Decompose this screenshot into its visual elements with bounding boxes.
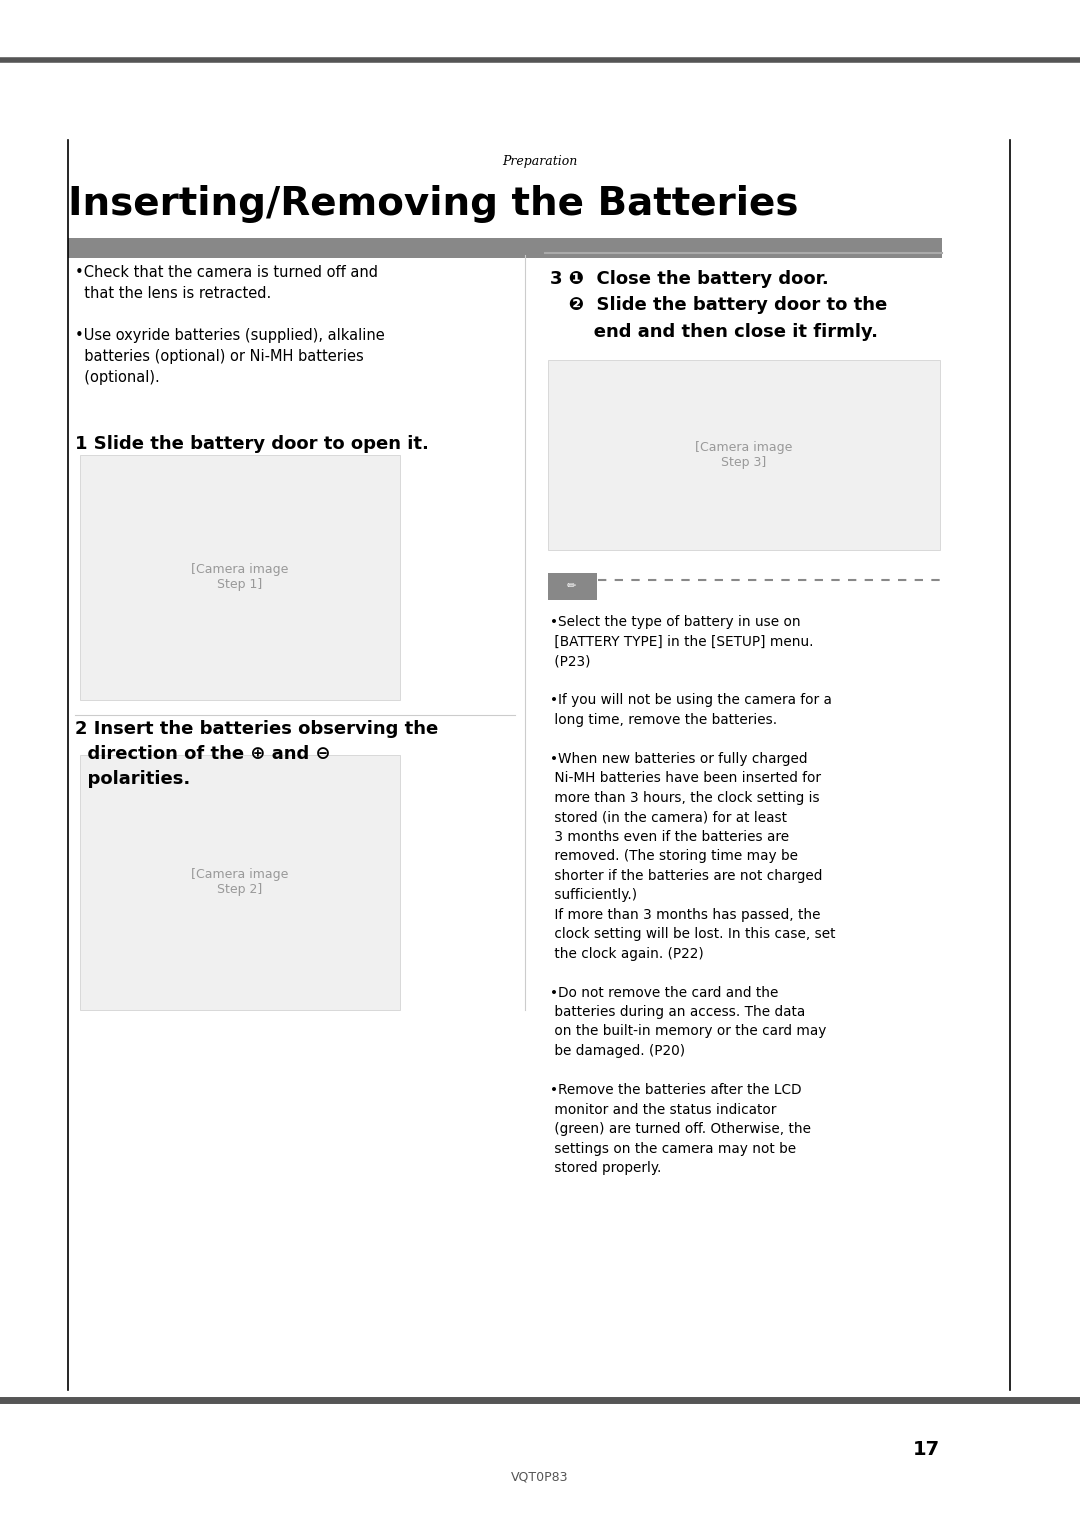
Text: 2 Insert the batteries observing the
  direction of the ⊕ and ⊖
  polarities.: 2 Insert the batteries observing the dir… (75, 720, 438, 787)
Text: [Camera image
Step 2]: [Camera image Step 2] (191, 868, 288, 896)
Text: •Check that the camera is turned off and
  that the lens is retracted.

•Use oxy: •Check that the camera is turned off and… (75, 266, 384, 385)
FancyBboxPatch shape (80, 455, 400, 700)
FancyBboxPatch shape (548, 360, 940, 549)
Text: Inserting/Removing the Batteries: Inserting/Removing the Batteries (68, 185, 798, 223)
Text: VQT0P83: VQT0P83 (511, 1470, 569, 1483)
Text: •Select the type of battery in use on
 [BATTERY TYPE] in the [SETUP] menu.
 (P23: •Select the type of battery in use on [B… (550, 615, 836, 1175)
Text: 3 ❶  Close the battery door.
   ❷  Slide the battery door to the
       end and : 3 ❶ Close the battery door. ❷ Slide the … (550, 270, 888, 340)
Text: 1 Slide the battery door to open it.: 1 Slide the battery door to open it. (75, 435, 429, 453)
Text: [Camera image
Step 1]: [Camera image Step 1] (191, 563, 288, 591)
FancyBboxPatch shape (80, 755, 400, 1010)
FancyBboxPatch shape (68, 238, 942, 258)
Text: ✏: ✏ (567, 581, 577, 591)
Text: [Camera image
Step 3]: [Camera image Step 3] (696, 441, 793, 468)
Text: Preparation: Preparation (502, 156, 578, 168)
Text: 17: 17 (913, 1441, 940, 1459)
FancyBboxPatch shape (548, 572, 596, 600)
